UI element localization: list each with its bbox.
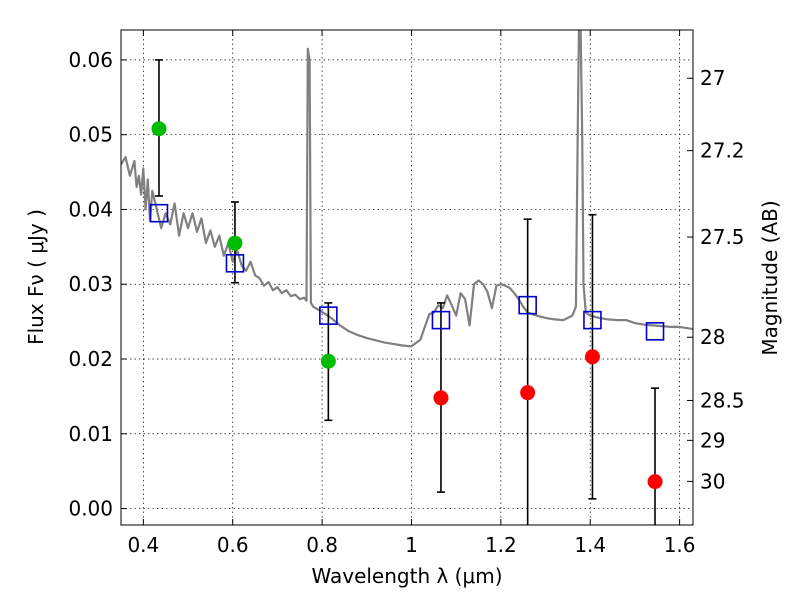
grid-lines [121, 30, 693, 525]
upper-limit-point [647, 474, 663, 490]
y-tick-label: 0.05 [68, 123, 113, 147]
x-tick-label: 1.6 [664, 533, 696, 557]
y-tick-label: 0.00 [68, 497, 113, 521]
magnitude-tick-label: 27.5 [700, 225, 745, 249]
upper-limit-point [520, 385, 536, 401]
plot-clipped [121, 30, 693, 525]
detection-point [151, 121, 167, 137]
y-tick-label: 0.04 [68, 197, 113, 221]
magnitude-tick-label: 27.2 [700, 139, 745, 163]
model-photometry-marker [583, 310, 602, 330]
magnitude-axis-label: Magnitude (AB) [758, 200, 782, 355]
x-tick-label: 1.4 [574, 533, 606, 557]
model-photometry-marker [431, 310, 451, 330]
detection-point [320, 353, 336, 369]
upper-limit-point [584, 349, 600, 365]
y-axis-label: Flux Fν ( μJy ) [24, 209, 48, 345]
y-tick-label: 0.06 [68, 48, 113, 72]
y-tick-label: 0.01 [68, 422, 113, 446]
model-photometry-marker [225, 253, 245, 273]
magnitude-tick-label: 28 [700, 325, 725, 349]
y-tick-label: 0.02 [68, 347, 113, 371]
model-photometry-marker [149, 203, 169, 223]
x-axis-label: Wavelength λ (μm) [311, 564, 502, 588]
y-tick-label: 0.03 [68, 272, 113, 296]
x-tick-label: 1.2 [485, 533, 517, 557]
magnitude-tick-label: 27 [700, 66, 725, 90]
x-tick-label: 0.6 [217, 533, 249, 557]
model-photometry-marker [645, 322, 665, 341]
detection-point [227, 235, 243, 251]
magnitude-tick-label: 30 [700, 469, 725, 493]
upper-limit-point [433, 390, 449, 406]
magnitude-axis-ticks: 27 27.2 27.5 28 28.5 29 30 [687, 66, 745, 493]
magnitude-tick-label: 29 [700, 428, 725, 452]
sed-model-curve [121, 30, 693, 348]
magnitude-tick-label: 28.5 [700, 388, 745, 412]
plot-area [121, 30, 693, 525]
plot-frame [120, 29, 694, 526]
model-photometry-marker [518, 295, 537, 315]
y-axis-ticks: 0.00 0.01 0.02 0.03 0.04 0.05 0.06 [68, 48, 127, 521]
x-tick-label: 0.4 [127, 533, 159, 557]
x-tick-label: 0.8 [306, 533, 338, 557]
x-tick-label: 1 [405, 533, 418, 557]
model-photometry-marker [319, 306, 338, 325]
x-axis-ticks: 0.4 0.6 0.8 1 1.2 1.4 1.6 [127, 30, 696, 557]
